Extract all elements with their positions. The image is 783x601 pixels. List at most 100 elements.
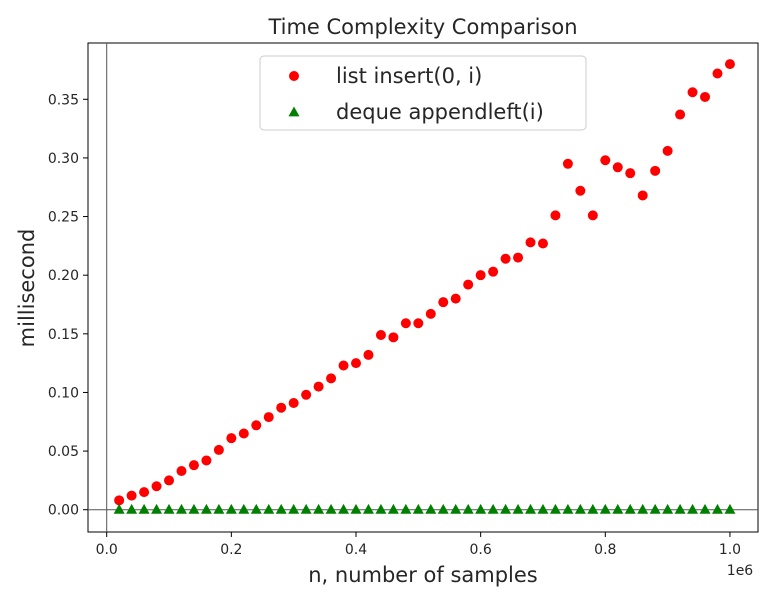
x-axis-title: n, number of samples	[308, 563, 538, 587]
data-point-circle	[413, 318, 424, 329]
data-point-circle	[251, 420, 262, 431]
data-point-circle	[388, 332, 399, 343]
legend-items: list insert(0, i) deque appendleft(i)	[288, 64, 544, 124]
data-point-circle	[338, 360, 349, 371]
data-point-triangle	[450, 503, 462, 514]
data-point-circle	[475, 270, 486, 281]
data-point-triangle	[126, 503, 138, 514]
data-point-circle	[139, 487, 150, 498]
data-point-triangle	[163, 503, 175, 514]
data-point-triangle	[512, 503, 524, 514]
data-point-triangle	[375, 503, 387, 514]
data-point-triangle	[362, 503, 374, 514]
data-point-triangle	[325, 503, 337, 514]
data-point-circle	[550, 210, 561, 221]
data-point-triangle	[175, 503, 187, 514]
data-point-circle	[562, 158, 573, 169]
data-point-circle	[450, 293, 461, 304]
data-point-triangle	[263, 503, 275, 514]
x-tick-label: 0.8	[594, 542, 616, 558]
data-point-triangle	[587, 503, 599, 514]
data-point-triangle	[412, 503, 424, 514]
x-axis-offset-label: 1e6	[727, 563, 754, 579]
data-point-triangle	[574, 503, 586, 514]
data-point-triangle	[275, 503, 287, 514]
legend-label: deque appendleft(i)	[336, 100, 544, 124]
data-point-triangle	[674, 503, 686, 514]
y-tick-label: 0.10	[48, 385, 79, 401]
data-point-circle	[687, 87, 698, 98]
legend: list insert(0, i) deque appendleft(i)	[259, 55, 587, 131]
series-list-insert	[114, 59, 735, 506]
data-point-triangle	[437, 503, 449, 514]
data-point-circle	[164, 475, 175, 486]
data-point-circle	[662, 145, 673, 156]
data-point-triangle	[537, 503, 549, 514]
data-point-circle	[463, 279, 474, 290]
y-tick-label: 0.30	[48, 151, 79, 167]
data-point-circle	[176, 466, 187, 477]
x-tick-label: 0.6	[470, 542, 492, 558]
data-point-circle	[488, 266, 499, 277]
data-point-circle	[313, 381, 324, 392]
data-point-circle	[326, 373, 337, 384]
data-point-circle	[724, 59, 735, 70]
series-deque-appendleft	[113, 503, 736, 514]
y-axis-title: millisecond	[15, 229, 39, 348]
data-point-triangle	[200, 503, 212, 514]
data-point-triangle	[338, 503, 350, 514]
data-point-triangle	[599, 503, 611, 514]
legend-marker	[288, 106, 300, 117]
data-point-circle	[700, 91, 711, 102]
data-point-circle	[126, 490, 137, 501]
data-point-circle	[114, 495, 125, 506]
data-point-triangle	[711, 503, 723, 514]
data-point-circle	[500, 253, 511, 264]
legend-marker	[289, 71, 299, 81]
data-point-triangle	[687, 503, 699, 514]
data-series	[113, 59, 736, 514]
data-point-triangle	[462, 503, 474, 514]
data-point-triangle	[350, 503, 362, 514]
data-point-triangle	[138, 503, 150, 514]
data-point-circle	[537, 238, 548, 249]
data-point-triangle	[313, 503, 325, 514]
data-point-circle	[188, 460, 199, 471]
data-point-triangle	[724, 503, 736, 514]
data-point-circle	[226, 433, 237, 444]
data-point-triangle	[113, 503, 125, 514]
data-point-triangle	[475, 503, 487, 514]
plot-area-frame	[87, 42, 759, 533]
chart-title: Time Complexity Comparison	[267, 15, 577, 39]
data-point-circle	[425, 308, 436, 319]
data-point-triangle	[151, 503, 163, 514]
data-point-triangle	[525, 503, 537, 514]
data-point-circle	[575, 185, 586, 196]
data-point-circle	[238, 428, 249, 439]
data-point-circle	[301, 389, 312, 400]
data-point-triangle	[562, 503, 574, 514]
data-point-circle	[201, 455, 212, 466]
data-point-triangle	[612, 503, 624, 514]
data-point-triangle	[649, 503, 661, 514]
data-point-circle	[625, 168, 636, 179]
data-point-triangle	[624, 503, 636, 514]
x-tick-label: 0.0	[96, 542, 118, 558]
y-tick-label: 0.25	[48, 210, 79, 226]
data-point-triangle	[188, 503, 200, 514]
data-point-triangle	[549, 503, 561, 514]
data-point-triangle	[250, 503, 262, 514]
x-axis-ticks: 0.0 0.2 0.4 0.6 0.8 1.0	[96, 532, 741, 558]
data-point-circle	[612, 162, 623, 173]
data-point-circle	[637, 190, 648, 201]
data-point-triangle	[300, 503, 312, 514]
data-point-circle	[151, 481, 162, 492]
x-tick-label: 1.0	[719, 542, 741, 558]
data-point-triangle	[662, 503, 674, 514]
y-tick-label: 0.15	[48, 327, 79, 343]
data-point-triangle	[387, 503, 399, 514]
data-point-triangle	[487, 503, 499, 514]
data-point-circle	[213, 444, 224, 455]
